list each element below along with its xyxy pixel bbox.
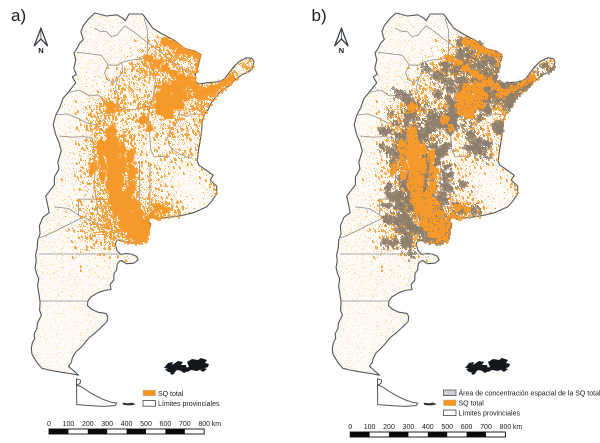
svg-text:800: 800 — [198, 421, 210, 428]
svg-text:600: 600 — [461, 424, 473, 431]
svg-text:700: 700 — [179, 421, 191, 428]
svg-text:200: 200 — [82, 421, 94, 428]
svg-text:300: 300 — [403, 424, 415, 431]
svg-text:km: km — [212, 421, 222, 428]
svg-text:a): a) — [11, 6, 26, 25]
svg-text:SQ total: SQ total — [158, 391, 184, 398]
svg-text:km: km — [513, 424, 523, 431]
svg-text:500: 500 — [441, 424, 453, 431]
svg-text:700: 700 — [480, 424, 492, 431]
svg-text:N: N — [339, 46, 344, 55]
svg-text:800: 800 — [500, 424, 512, 431]
svg-text:Límites provinciales: Límites provinciales — [158, 401, 220, 408]
svg-text:N: N — [38, 46, 43, 55]
svg-text:SQ total: SQ total — [459, 401, 485, 408]
svg-text:0: 0 — [47, 421, 51, 428]
svg-text:400: 400 — [121, 421, 133, 428]
svg-text:500: 500 — [140, 421, 152, 428]
svg-text:100: 100 — [364, 424, 376, 431]
svg-text:b): b) — [312, 6, 327, 25]
svg-text:Límites provinciales: Límites provinciales — [459, 411, 521, 418]
svg-text:100: 100 — [63, 421, 75, 428]
svg-text:600: 600 — [160, 421, 172, 428]
svg-text:Área de concentración espacial: Área de concentración espacial de la SQ … — [459, 389, 600, 398]
svg-text:400: 400 — [422, 424, 434, 431]
svg-text:0: 0 — [348, 424, 352, 431]
svg-text:200: 200 — [383, 424, 395, 431]
svg-text:300: 300 — [101, 421, 113, 428]
